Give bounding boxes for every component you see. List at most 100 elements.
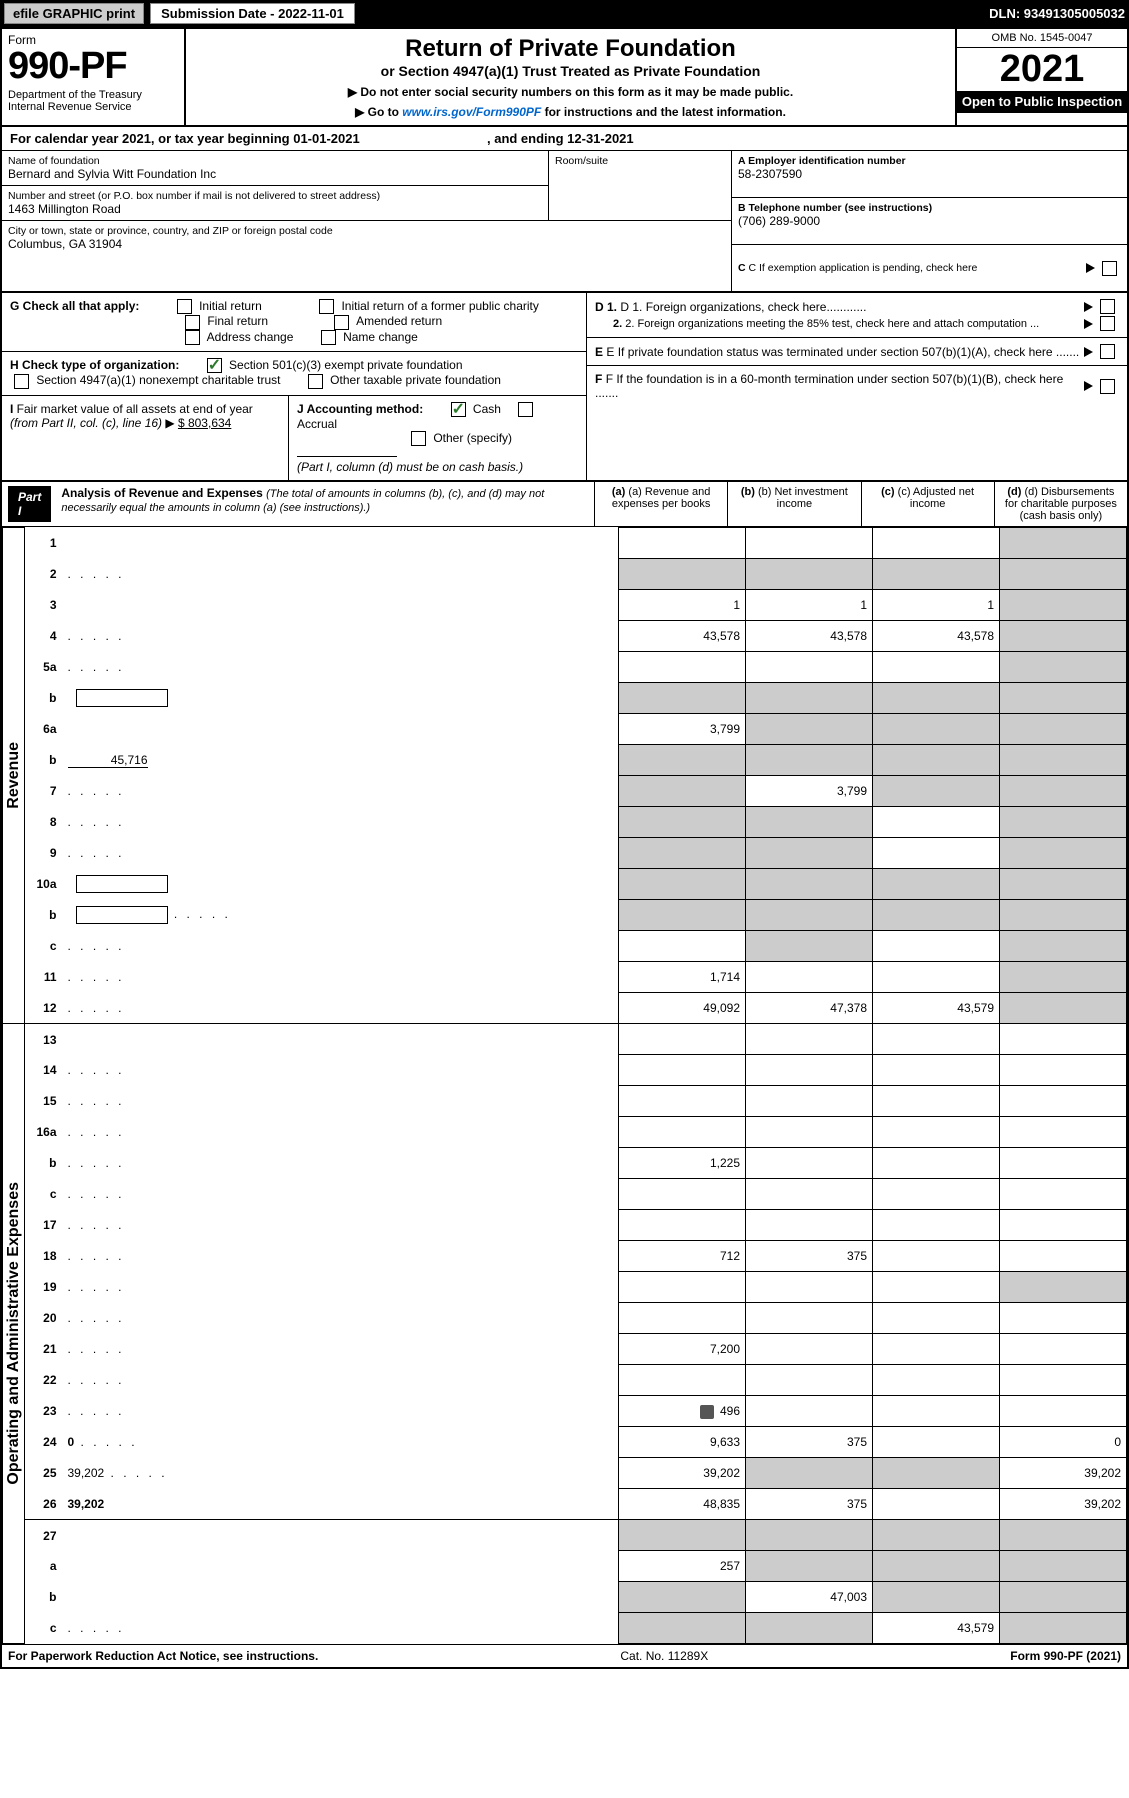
line-number: 19 bbox=[25, 1272, 63, 1303]
checkbox-c[interactable] bbox=[1102, 261, 1117, 276]
cell-col-c bbox=[873, 1520, 1000, 1551]
cell-col-b bbox=[746, 714, 873, 745]
cell-col-b: 43,578 bbox=[746, 621, 873, 652]
line-description: . . . . . bbox=[63, 1241, 619, 1272]
table-row: 3111 bbox=[3, 590, 1127, 621]
cell-col-a: 1 bbox=[619, 590, 746, 621]
checkbox-amended[interactable] bbox=[334, 315, 349, 330]
col-a-header: (a) (a) Revenue and expenses per books bbox=[594, 482, 727, 526]
cell-col-d bbox=[1000, 1272, 1127, 1303]
checkbox-f[interactable] bbox=[1100, 379, 1115, 394]
room-suite-cell: Room/suite bbox=[548, 151, 731, 220]
line-description: . . . . . bbox=[63, 776, 619, 807]
cell-col-b bbox=[746, 1303, 873, 1334]
line-description: . . . . . bbox=[63, 838, 619, 869]
cell-col-d bbox=[1000, 1148, 1127, 1179]
form-990pf: Form 990-PF Department of the Treasury I… bbox=[0, 27, 1129, 1669]
line-description bbox=[63, 869, 619, 900]
checkbox-name-change[interactable] bbox=[321, 330, 336, 345]
cell-col-a: 712 bbox=[619, 1241, 746, 1272]
line-description bbox=[63, 1024, 619, 1055]
cell-col-b: 1 bbox=[746, 590, 873, 621]
line-number: 26 bbox=[25, 1489, 63, 1520]
line-description: . . . . . bbox=[63, 1148, 619, 1179]
cell-col-a bbox=[619, 1272, 746, 1303]
table-row: 22 . . . . . bbox=[3, 1365, 1127, 1396]
cell-col-d bbox=[1000, 1551, 1127, 1582]
line-description: . . . . . bbox=[63, 807, 619, 838]
cell-col-a bbox=[619, 528, 746, 559]
line-number: 10a bbox=[25, 869, 63, 900]
cell-col-c bbox=[873, 776, 1000, 807]
line-description: 0 . . . . . bbox=[63, 1427, 619, 1458]
checkbox-d2[interactable] bbox=[1100, 316, 1115, 331]
checkbox-final-return[interactable] bbox=[185, 315, 200, 330]
cell-col-d bbox=[1000, 683, 1127, 714]
line-description: . . . . . bbox=[63, 1272, 619, 1303]
cell-col-d bbox=[1000, 838, 1127, 869]
cell-col-a: 9,633 bbox=[619, 1427, 746, 1458]
cell-col-a bbox=[619, 1024, 746, 1055]
cell-col-b bbox=[746, 559, 873, 590]
cell-col-d bbox=[1000, 993, 1127, 1024]
table-row: 2639,20248,83537539,202 bbox=[3, 1489, 1127, 1520]
line-description bbox=[63, 528, 619, 559]
cell-col-d bbox=[1000, 900, 1127, 931]
line-description: . . . . . bbox=[63, 1365, 619, 1396]
checkbox-d1[interactable] bbox=[1100, 299, 1115, 314]
cell-col-a bbox=[619, 807, 746, 838]
checkbox-former-charity[interactable] bbox=[319, 299, 334, 314]
attachment-icon[interactable] bbox=[700, 1405, 714, 1419]
cell-col-c: 43,579 bbox=[873, 1613, 1000, 1644]
checkbox-other-taxable[interactable] bbox=[308, 374, 323, 389]
line-number: 4 bbox=[25, 621, 63, 652]
line-number: b bbox=[25, 683, 63, 714]
line-number: b bbox=[25, 1148, 63, 1179]
cell-col-c: 43,578 bbox=[873, 621, 1000, 652]
e-block: E E If private foundation status was ter… bbox=[587, 338, 1127, 366]
cell-col-a: 7,200 bbox=[619, 1334, 746, 1365]
line-number: 13 bbox=[25, 1024, 63, 1055]
cell-col-d bbox=[1000, 869, 1127, 900]
cell-col-a bbox=[619, 1179, 746, 1210]
cell-col-d bbox=[1000, 621, 1127, 652]
cell-col-c bbox=[873, 962, 1000, 993]
cell-col-b bbox=[746, 683, 873, 714]
cell-col-a: 49,092 bbox=[619, 993, 746, 1024]
cell-col-d bbox=[1000, 1055, 1127, 1086]
table-row: 20 . . . . . bbox=[3, 1303, 1127, 1334]
cell-col-b bbox=[746, 838, 873, 869]
line-number: 20 bbox=[25, 1303, 63, 1334]
cell-col-a: 257 bbox=[619, 1551, 746, 1582]
cell-col-b bbox=[746, 869, 873, 900]
checkbox-other-method[interactable] bbox=[411, 431, 426, 446]
checkbox-accrual[interactable] bbox=[518, 402, 533, 417]
table-row: 27 bbox=[3, 1520, 1127, 1551]
cell-col-a bbox=[619, 559, 746, 590]
cell-col-b: 375 bbox=[746, 1489, 873, 1520]
checkbox-initial-return[interactable] bbox=[177, 299, 192, 314]
cell-col-b bbox=[746, 962, 873, 993]
submission-date: Submission Date - 2022-11-01 bbox=[150, 3, 355, 24]
checkbox-cash[interactable] bbox=[451, 402, 466, 417]
line-description: . . . . . bbox=[63, 1055, 619, 1086]
col-b-header: (b) (b) Net investment income bbox=[727, 482, 860, 526]
line-description bbox=[63, 1551, 619, 1582]
checkbox-501c3[interactable] bbox=[207, 358, 222, 373]
part1-label: Part I bbox=[8, 486, 51, 522]
checkbox-address-change[interactable] bbox=[185, 330, 200, 345]
cell-col-a bbox=[619, 776, 746, 807]
cell-col-a: 48,835 bbox=[619, 1489, 746, 1520]
cell-col-d bbox=[1000, 1117, 1127, 1148]
cell-col-b bbox=[746, 1396, 873, 1427]
line-number: 8 bbox=[25, 807, 63, 838]
checkbox-e[interactable] bbox=[1100, 344, 1115, 359]
address-cell: Number and street (or P.O. box number if… bbox=[2, 186, 548, 220]
checkbox-4947[interactable] bbox=[14, 374, 29, 389]
line-number: 25 bbox=[25, 1458, 63, 1489]
line-description bbox=[63, 714, 619, 745]
line-description: . . . . . bbox=[63, 1303, 619, 1334]
line-number: 27 bbox=[25, 1520, 63, 1551]
irs-link[interactable]: www.irs.gov/Form990PF bbox=[402, 105, 541, 119]
efile-print-button[interactable]: efile GRAPHIC print bbox=[4, 3, 144, 24]
